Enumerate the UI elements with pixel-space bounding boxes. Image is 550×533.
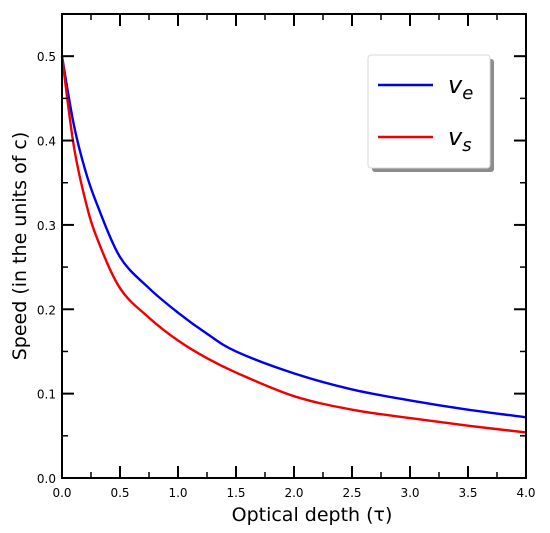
x-tick-label: 3.5 — [458, 486, 477, 500]
y-tick-label: 0.5 — [37, 50, 56, 64]
series-layer — [60, 55, 527, 434]
y-tick-label: 0.0 — [37, 472, 56, 486]
y-tick-label: 0.3 — [37, 219, 56, 233]
x-tick-label: 1.5 — [226, 486, 245, 500]
y-tick-label: 0.4 — [37, 135, 56, 149]
x-tick-label: 0.5 — [110, 486, 129, 500]
y-tick-label: 0.2 — [37, 303, 56, 317]
legend-box — [367, 54, 491, 169]
x-tick-label: 2.5 — [342, 486, 361, 500]
x-tick-label: 3.0 — [400, 486, 419, 500]
y-axis-label: Speed (in the units of c) — [9, 132, 31, 361]
x-axis-label: Optical depth (τ) — [232, 504, 393, 526]
x-tick-label: 0.0 — [52, 486, 71, 500]
x-tick-label: 1.0 — [168, 486, 187, 500]
series-line-s — [60, 56, 527, 434]
y-tick-label: 0.1 — [37, 388, 56, 402]
x-tick-label: 2.0 — [284, 486, 303, 500]
legend-label-e: ve — [448, 71, 473, 104]
series-line-e — [60, 55, 527, 419]
legend: ve vs — [367, 54, 494, 172]
legend-label-s: vs — [448, 123, 472, 156]
ticks-layer — [61, 14, 527, 479]
tick-labels-layer: 0.0 0.5 1.0 1.5 2.0 2.5 3.0 3.5 4.0 0.0 0.1 0.2 0.3 0… — [37, 50, 536, 500]
x-tick-label: 4.0 — [516, 486, 535, 500]
